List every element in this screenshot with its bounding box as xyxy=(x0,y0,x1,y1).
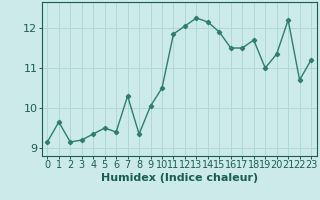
X-axis label: Humidex (Indice chaleur): Humidex (Indice chaleur) xyxy=(100,173,258,183)
